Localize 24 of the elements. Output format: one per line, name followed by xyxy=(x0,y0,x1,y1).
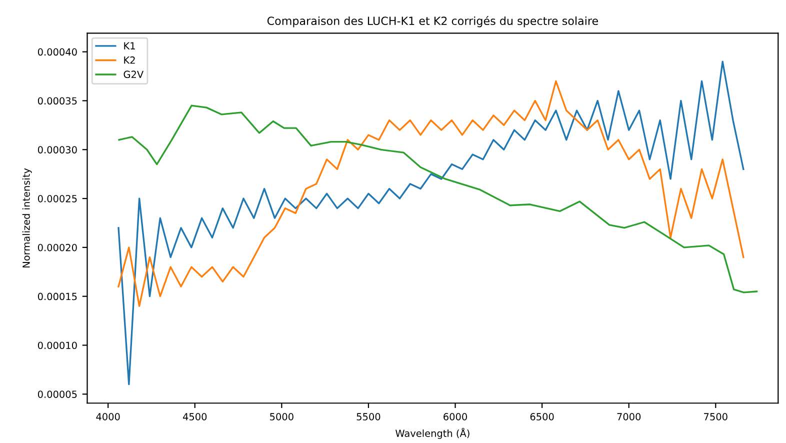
y-tick-label: 0.00035 xyxy=(38,97,77,105)
x-tick-label: 6500 xyxy=(530,413,554,420)
legend-label: K1 xyxy=(124,42,135,50)
y-tick-label: 0.00010 xyxy=(38,342,77,350)
y-tick-label: 0.00020 xyxy=(38,244,77,252)
chart-title: Comparaison des LUCH-K1 et K2 corrigés du spectre solaire xyxy=(267,16,598,28)
y-tick-label: 0.00025 xyxy=(38,194,77,202)
x-tick-label: 4000 xyxy=(96,413,120,420)
x-tick-label: 5000 xyxy=(270,413,294,420)
y-tick-label: 0.00040 xyxy=(38,48,77,56)
x-tick-label: 7000 xyxy=(617,413,641,420)
x-tick-label: 4500 xyxy=(182,413,207,420)
x-tick-label: 6000 xyxy=(444,413,467,420)
legend-label: K2 xyxy=(124,56,135,64)
legend-label: G2V xyxy=(124,70,144,78)
line-series xyxy=(118,80,744,307)
y-tick-label: 0.00015 xyxy=(38,292,77,300)
x-tick-label: 7500 xyxy=(704,413,728,420)
x-tick-label: 5500 xyxy=(356,413,380,420)
y-axis-title: Normalized intensity xyxy=(22,168,32,268)
x-axis-title: Wavelength (Å) xyxy=(396,428,470,439)
y-tick-label: 0.00030 xyxy=(38,146,77,154)
y-tick-label: 0.00005 xyxy=(38,390,77,398)
line-series xyxy=(118,104,758,294)
